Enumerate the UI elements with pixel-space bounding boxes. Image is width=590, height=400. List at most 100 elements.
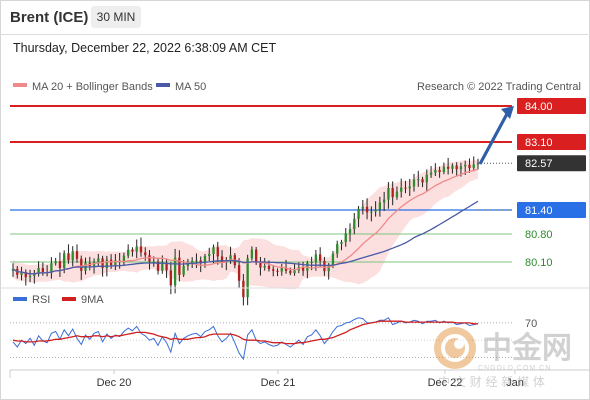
candle-body <box>404 187 407 189</box>
ma20-legend-swatch <box>13 83 27 87</box>
x-axis-label: Dec 22 <box>428 377 463 389</box>
candle-body <box>195 260 198 262</box>
watermark-logo-text: 中金网 <box>482 331 572 366</box>
candle-body <box>186 263 190 266</box>
candle-body <box>97 258 100 262</box>
candle-body <box>263 266 266 268</box>
candle-body <box>11 268 15 271</box>
rsi-line <box>12 317 479 361</box>
candle-body <box>280 267 283 272</box>
candle-body <box>327 265 330 272</box>
candle-body <box>408 186 411 189</box>
projection-arrow <box>478 111 510 165</box>
candle-body <box>216 247 219 257</box>
candle-body <box>169 270 173 286</box>
candle-body <box>20 272 23 275</box>
candle-body <box>237 265 241 281</box>
candle-body <box>451 165 454 169</box>
candle-body <box>446 166 450 169</box>
candle-body <box>203 256 207 264</box>
rsi-legend-swatch <box>13 297 27 301</box>
candle-body <box>382 199 386 203</box>
candle-body <box>37 268 40 274</box>
candle-body <box>229 255 232 260</box>
candle-body <box>272 269 275 271</box>
candle-body <box>357 208 360 219</box>
chart-header: Brent (ICE) 30 MIN <box>0 0 588 35</box>
candle-body <box>139 246 143 253</box>
candle-body <box>412 179 416 187</box>
candle-body <box>395 191 399 198</box>
ma50-line <box>12 200 479 275</box>
price-label: 80.10 <box>525 257 553 269</box>
price-label: 84.00 <box>525 101 553 113</box>
candle-body <box>156 261 160 271</box>
rsi-level-label: 70 <box>525 318 537 330</box>
price-label: 81.40 <box>525 205 553 217</box>
candle-body <box>310 262 313 263</box>
candle-body <box>353 218 356 230</box>
candle-body <box>301 267 305 271</box>
rsi-ma-legend-label: 9MA <box>81 294 104 306</box>
candle-body <box>63 253 66 268</box>
candle-body <box>314 254 318 262</box>
candle-body <box>105 259 109 268</box>
price-label-box <box>517 155 586 172</box>
candle-body <box>425 174 428 183</box>
candle-body <box>67 253 70 261</box>
candle-body <box>178 257 181 275</box>
candle-body <box>348 229 352 234</box>
candle-body <box>438 170 441 172</box>
candle-body <box>250 249 254 259</box>
candle-body <box>33 274 36 276</box>
candle-body <box>114 260 117 266</box>
candle-body <box>476 163 480 165</box>
candle-body <box>259 262 262 268</box>
candle-body <box>459 166 463 170</box>
candle-body <box>54 261 57 264</box>
candle-body <box>387 188 390 200</box>
candle-body <box>41 268 45 272</box>
candle-body <box>365 206 369 213</box>
price-label: 82.57 <box>525 158 553 170</box>
candle-body <box>127 249 130 256</box>
candle-body <box>122 255 126 262</box>
candle-body <box>50 263 53 274</box>
candle-body <box>191 260 194 264</box>
candle-body <box>344 233 347 242</box>
watermark-url: CNGOLD.COM.CN <box>478 365 551 372</box>
candle-body <box>361 206 364 209</box>
candle-body <box>374 209 377 212</box>
candle-body <box>276 270 279 272</box>
candle-body <box>80 258 83 271</box>
candle-body <box>131 249 134 252</box>
watermark: 中金网 CNGOLD.COM.CN 中 文 财 经 新 媒 体 <box>434 327 572 389</box>
price-label-box <box>517 134 586 150</box>
ma50-legend-label: MA 50 <box>175 81 206 93</box>
candle-body <box>71 251 74 261</box>
watermark-tagline: 中 文 财 经 新 媒 体 <box>438 374 545 389</box>
candle-body <box>391 188 394 198</box>
candle-body <box>434 170 437 173</box>
candle-body <box>442 166 446 172</box>
candle-body <box>400 187 403 192</box>
candle-body <box>468 164 471 168</box>
price-label-box <box>517 98 586 114</box>
candle-body <box>267 266 271 270</box>
timestamp: Thursday, December 22, 2022 6:38:09 AM C… <box>13 41 277 55</box>
timeframe-badge[interactable]: 30 MIN <box>91 6 141 28</box>
watermark-logo-icon <box>434 327 476 369</box>
instrument-title: Brent (ICE) <box>10 9 89 26</box>
x-axis-label: Dec 20 <box>97 377 132 389</box>
candle-body <box>370 211 373 213</box>
candle-body <box>58 261 62 268</box>
rsi-ma-legend-swatch <box>62 297 76 301</box>
candle-body <box>161 262 164 271</box>
candle-body <box>148 255 151 262</box>
candle-body <box>208 254 211 256</box>
ma50-legend-swatch <box>156 83 170 87</box>
candle-body <box>75 251 79 259</box>
price-label: 83.10 <box>525 137 553 149</box>
